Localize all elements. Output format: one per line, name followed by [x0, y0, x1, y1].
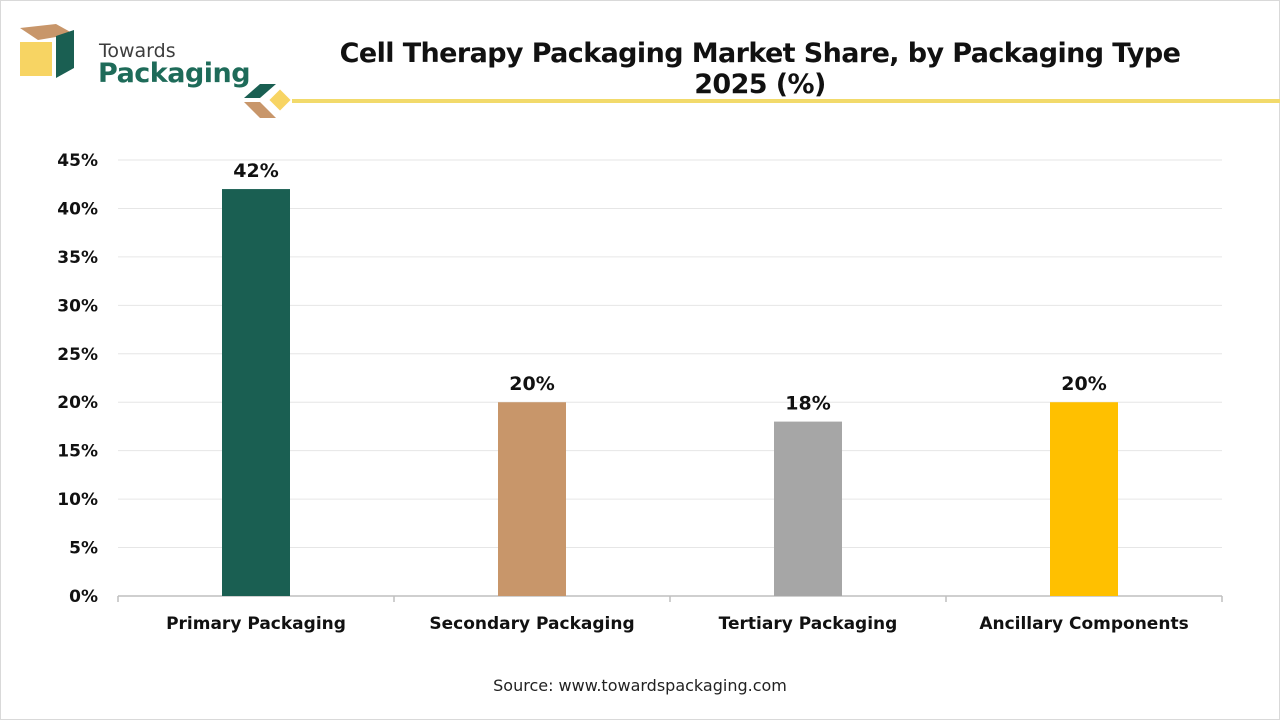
- data-label: 18%: [785, 393, 830, 415]
- chart-title: Cell Therapy Packaging Market Share, by …: [339, 38, 1181, 100]
- bar-tertiary-packaging: [774, 421, 842, 596]
- brand-name-line2: Packaging: [98, 58, 251, 89]
- x-category-label: Primary Packaging: [166, 614, 346, 634]
- bar-primary-packaging: [222, 189, 290, 597]
- logo-box-icon: [20, 24, 74, 78]
- x-category-label: Secondary Packaging: [429, 614, 634, 634]
- y-tick-label: 35%: [57, 248, 98, 268]
- brand-name-line1: Towards: [99, 40, 176, 62]
- data-label: 20%: [509, 373, 554, 395]
- bar-ancillary-components: [1050, 402, 1118, 596]
- y-tick-label: 30%: [57, 296, 98, 316]
- source-note: Source: www.towardspackaging.com: [493, 676, 787, 695]
- y-tick-label: 10%: [57, 490, 98, 510]
- y-tick-label: 45%: [57, 151, 98, 171]
- x-category-label: Ancillary Components: [979, 614, 1188, 634]
- y-tick-label: 5%: [69, 539, 98, 559]
- brand-logo: Towards Packaging: [14, 18, 251, 89]
- y-tick-label: 25%: [57, 345, 98, 365]
- data-label: 20%: [1061, 373, 1106, 395]
- x-category-label: Tertiary Packaging: [719, 614, 898, 634]
- bar-secondary-packaging: [498, 402, 566, 596]
- y-tick-label: 15%: [57, 442, 98, 462]
- title-underline-decoration: [244, 84, 1280, 118]
- data-label: 42%: [233, 160, 278, 182]
- y-tick-label: 20%: [57, 393, 98, 413]
- y-tick-label: 0%: [69, 587, 98, 607]
- y-tick-label: 40%: [57, 199, 98, 219]
